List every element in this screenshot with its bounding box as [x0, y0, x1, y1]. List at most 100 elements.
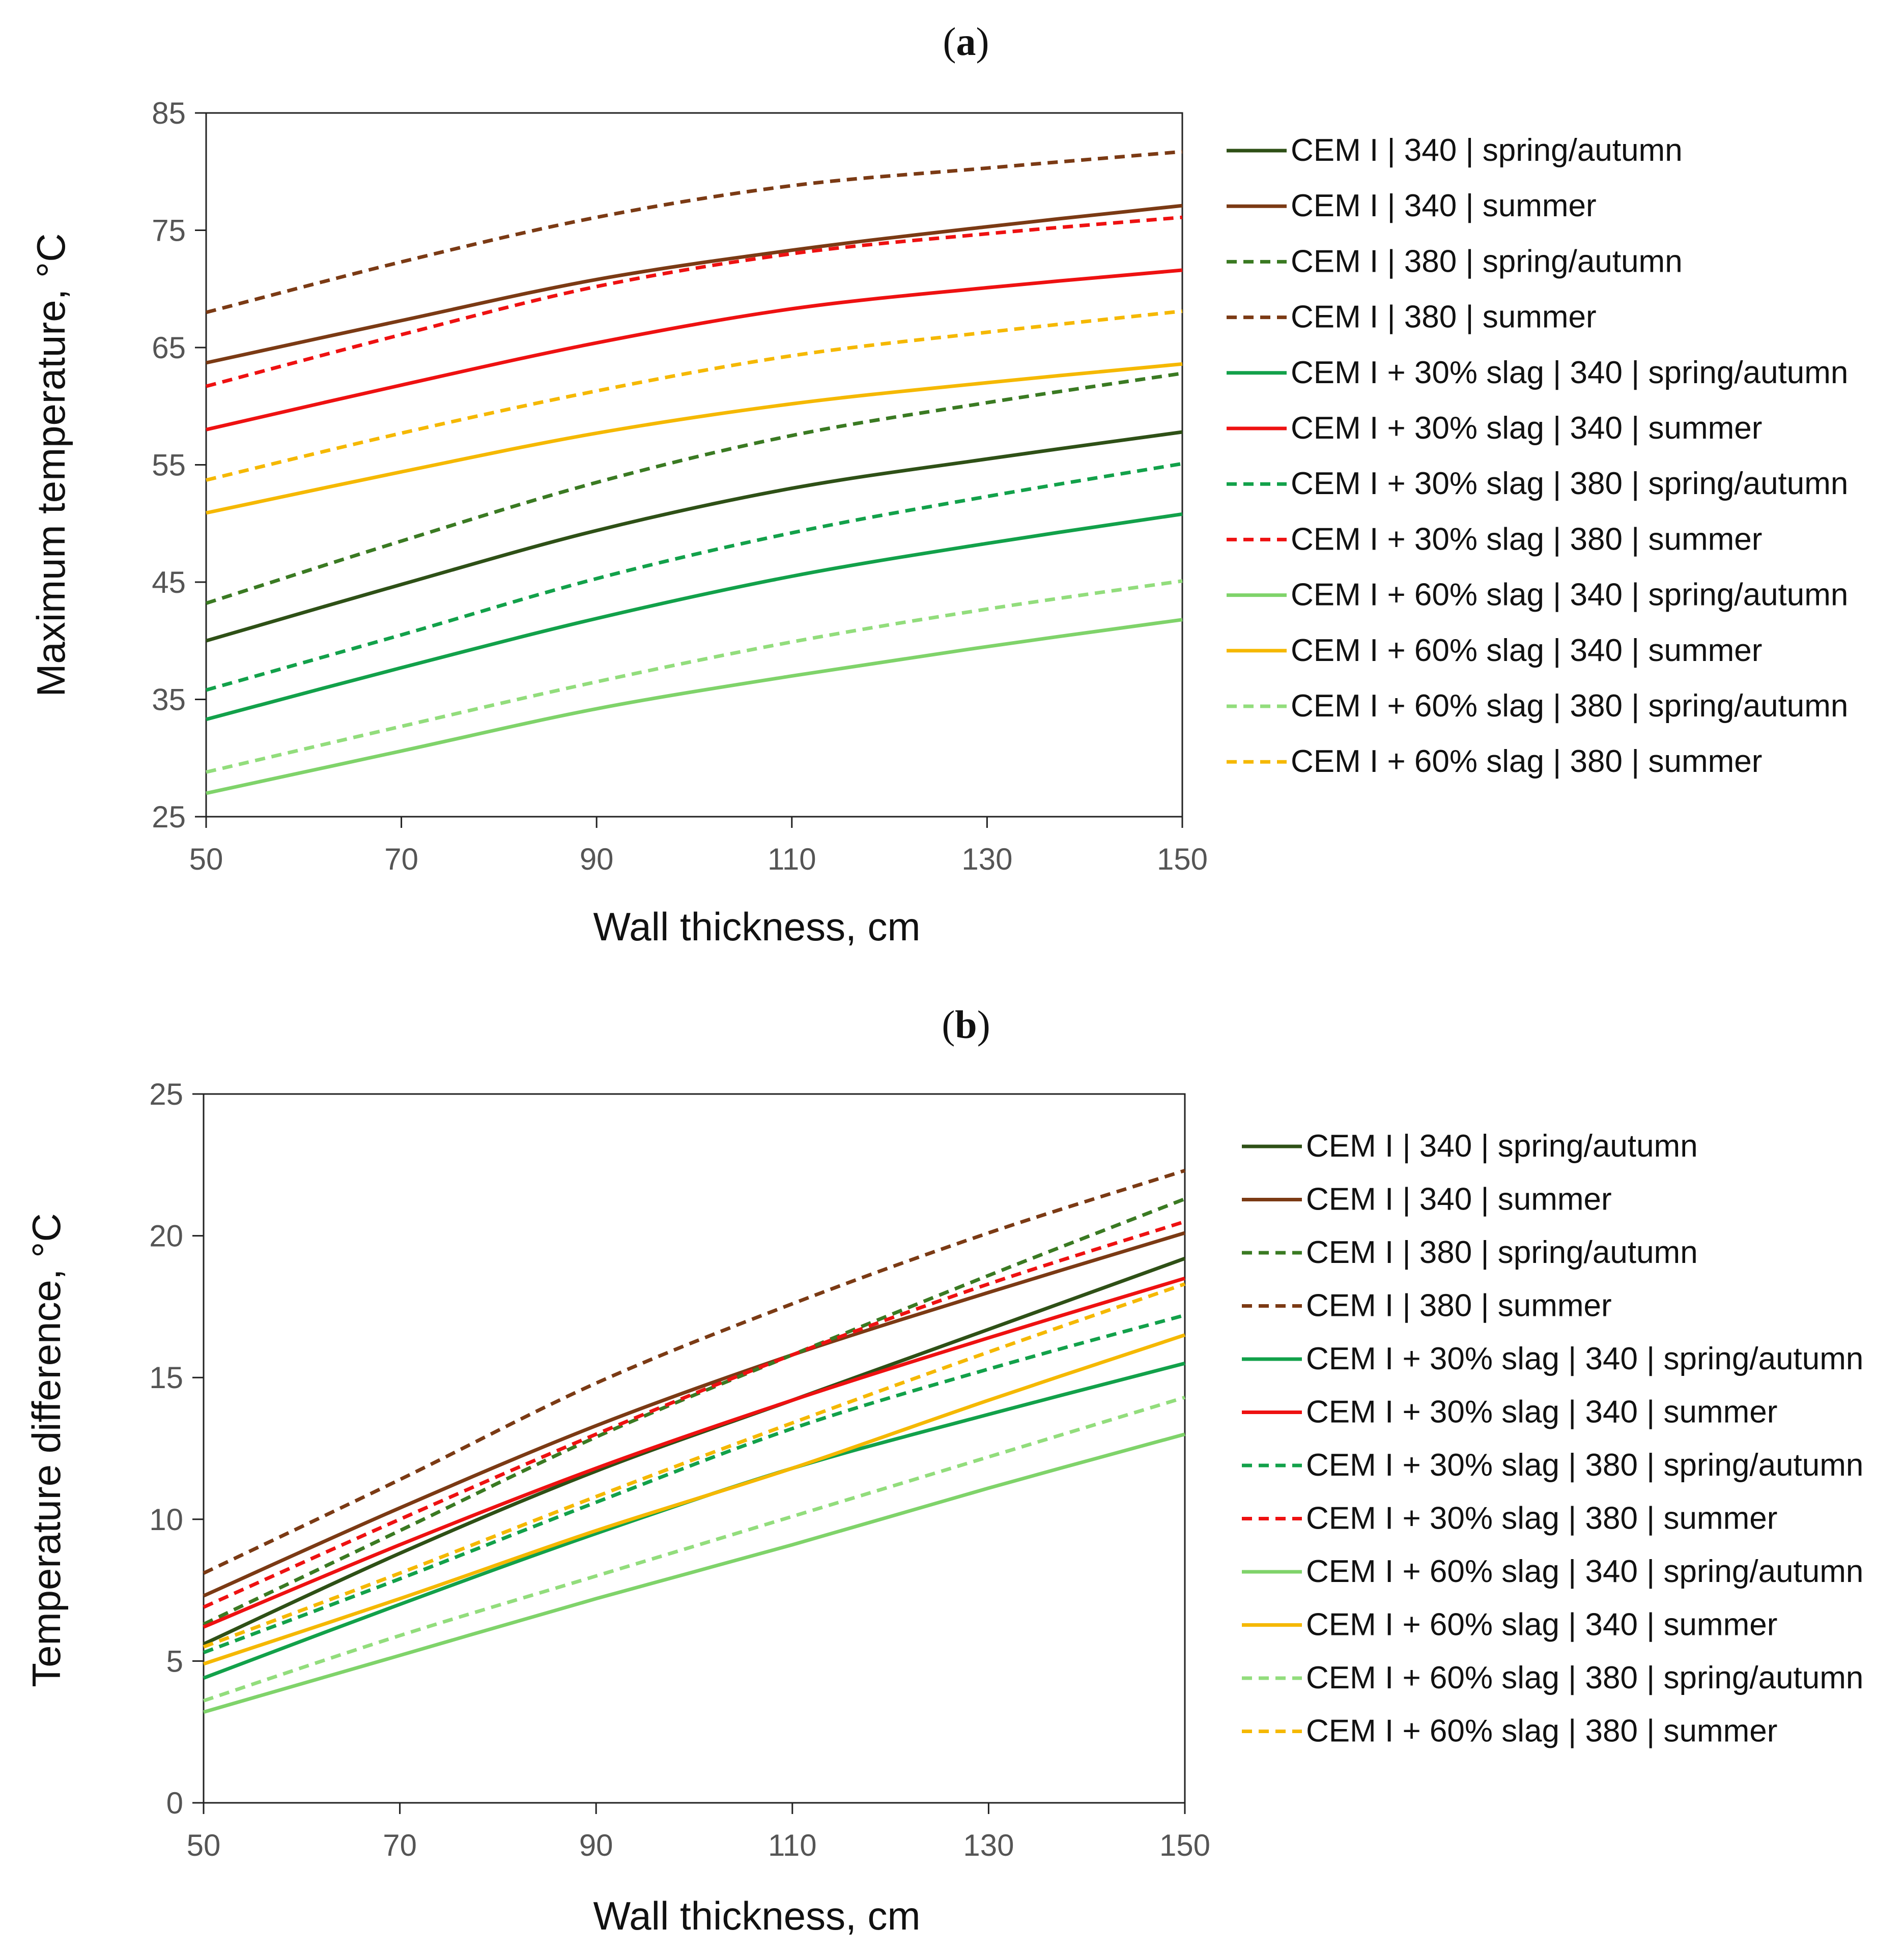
chart-b-series-line-12: [203, 1282, 1186, 1649]
chart-a-x-tick-label: 130: [961, 842, 1012, 876]
chart-a-legend-label: CEM I + 60% slag | 380 | spring/autumn: [1291, 688, 1848, 724]
chart-b-series-line-3: [203, 1197, 1186, 1626]
chart-a-legend-label: CEM I + 60% slag | 380 | summer: [1291, 744, 1762, 779]
chart-a-y-axis-title: Maximum temperature, °C: [29, 233, 73, 697]
chart-a-x-tick-label: 70: [384, 842, 418, 876]
chart-a-series-line-8: [206, 215, 1183, 388]
chart-b-legend-label: CEM I + 30% slag | 340 | spring/autumn: [1306, 1341, 1863, 1376]
chart-b-legend-label: CEM I + 60% slag | 340 | summer: [1306, 1607, 1777, 1643]
chart-b-y-tick-label: 5: [166, 1644, 183, 1678]
chart-a-legend-item: CEM I + 60% slag | 340 | spring/autumn: [1227, 578, 1848, 613]
chart-b-legend-item: CEM I + 30% slag | 380 | summer: [1242, 1501, 1777, 1536]
chart-a-series-line-5: [206, 512, 1183, 722]
chart-b-legend-item: CEM I + 30% slag | 380 | spring/autumn: [1242, 1448, 1863, 1483]
chart-b-y-axis-title: Temperature difference, °C: [24, 1213, 69, 1687]
chart-a-y-tick-label: 45: [152, 565, 186, 599]
chart-b-legend-label: CEM I | 380 | summer: [1306, 1288, 1612, 1323]
chart-b-x-tick-label: 110: [768, 1828, 817, 1862]
chart-a-y-tick-label: 35: [152, 683, 186, 717]
chart-b-x-tick-label: 90: [579, 1828, 613, 1862]
chart-b-y-tick-label: 15: [149, 1361, 183, 1395]
chart-b-y-axis: 0 5 10 15 20 25: [149, 1077, 204, 1820]
chart-b-legend: CEM I | 340 | spring/autumn CEM I | 340 |…: [1242, 1129, 1863, 1749]
chart-b-panel-letter: b: [955, 1002, 977, 1047]
chart-a-legend-item: CEM I + 30% slag | 340 | summer: [1227, 411, 1762, 446]
chart-a-series-line-11: [206, 579, 1183, 774]
chart-b-x-tick-label: 50: [187, 1828, 221, 1862]
chart-a-legend-item: CEM I + 30% slag | 380 | spring/autumn: [1227, 466, 1848, 501]
chart-b-legend-label: CEM I | 340 | summer: [1306, 1182, 1612, 1217]
chart-b-panel-label: (b): [942, 1002, 990, 1047]
chart-b-series-line-8: [203, 1220, 1186, 1609]
chart-a-legend-label: CEM I | 340 | summer: [1291, 188, 1597, 223]
chart-b-y-tick-label: 10: [149, 1503, 183, 1537]
chart-a-x-tick-label: 50: [189, 842, 223, 876]
chart-b-legend-item: CEM I | 380 | summer: [1242, 1288, 1612, 1323]
chart-b-series-line-7: [203, 1313, 1185, 1654]
chart-b-legend-item: CEM I | 340 | summer: [1242, 1182, 1612, 1217]
chart-a-series-line-6: [206, 268, 1183, 431]
chart-a: (a) 25 35 45 55 65 75 85 50 70 90 110 130 150 Wall …: [29, 19, 1848, 949]
chart-b-x-axis: 50 70 90 110 130 150: [187, 1803, 1210, 1862]
chart-a-legend-label: CEM I | 380 | summer: [1291, 300, 1597, 335]
chart-b-series-line-10: [203, 1333, 1186, 1666]
chart-b-legend-label: CEM I + 30% slag | 380 | spring/autumn: [1306, 1448, 1863, 1483]
chart-a-series-line-7: [206, 462, 1183, 692]
chart-a-legend-label: CEM I + 30% slag | 340 | summer: [1291, 411, 1762, 446]
chart-a-legend-label: CEM I + 30% slag | 380 | spring/autumn: [1291, 466, 1848, 501]
chart-a-legend-item: CEM I | 380 | spring/autumn: [1227, 244, 1683, 279]
chart-a-legend-label: CEM I + 30% slag | 340 | spring/autumn: [1291, 355, 1848, 390]
chart-b-legend-label: CEM I + 30% slag | 380 | summer: [1306, 1501, 1777, 1536]
chart-b-legend-label: CEM I + 60% slag | 380 | spring/autumn: [1306, 1660, 1863, 1695]
chart-b-legend-item: CEM I + 60% slag | 340 | summer: [1242, 1607, 1777, 1643]
chart-a-legend: CEM I | 340 | spring/autumn CEM I | 340 |…: [1227, 133, 1848, 779]
chart-b-legend-label: CEM I + 60% slag | 380 | summer: [1306, 1714, 1777, 1749]
chart-a-series-lines: [205, 150, 1183, 795]
chart-a-legend-label: CEM I + 60% slag | 340 | summer: [1291, 633, 1762, 668]
chart-a-series-line-1: [206, 430, 1183, 643]
chart-a-x-axis-title: Wall thickness, cm: [593, 904, 921, 949]
chart-b-series-lines: [203, 1169, 1186, 1714]
chart-a-y-tick-label: 75: [152, 214, 186, 248]
chart-a-legend-item: CEM I + 60% slag | 380 | summer: [1227, 744, 1762, 779]
chart-a-y-tick-label: 25: [152, 800, 186, 834]
chart-a-x-tick-label: 110: [768, 842, 816, 876]
chart-b-legend-item: CEM I + 60% slag | 380 | summer: [1242, 1714, 1777, 1749]
chart-a-legend-item: CEM I + 30% slag | 340 | spring/autumn: [1227, 355, 1848, 390]
chart-a-legend-item: CEM I | 340 | spring/autumn: [1227, 133, 1683, 168]
chart-b-legend-label: CEM I + 60% slag | 340 | spring/autumn: [1306, 1554, 1863, 1589]
chart-b-legend-item: CEM I + 30% slag | 340 | summer: [1242, 1395, 1777, 1430]
chart-a-y-tick-label: 55: [152, 448, 186, 482]
chart-a-series-line-12: [206, 309, 1183, 482]
chart-b-y-tick-label: 20: [149, 1219, 183, 1253]
chart-a-x-tick-label: 90: [580, 842, 614, 876]
chart-b-legend-label: CEM I | 380 | spring/autumn: [1306, 1235, 1698, 1270]
chart-b-legend-item: CEM I + 60% slag | 340 | spring/autumn: [1242, 1554, 1863, 1589]
chart-a-legend-label: CEM I | 380 | spring/autumn: [1291, 244, 1683, 279]
chart-b-y-tick-label: 25: [149, 1077, 183, 1111]
chart-b-x-tick-label: 150: [1159, 1828, 1210, 1862]
chart-a-y-tick-label: 85: [152, 96, 186, 130]
chart-b-series-line-11: [203, 1395, 1186, 1703]
chart-a-series-line-3: [205, 371, 1183, 605]
chart-a-panel-letter: a: [956, 19, 976, 64]
chart-b: (b) 0 5 10 15 20 25 50 70 90 110 130 150 Wall thic…: [24, 1002, 1863, 1938]
chart-a-legend-item: CEM I | 340 | summer: [1227, 188, 1597, 223]
chart-a-series-line-10: [206, 362, 1183, 515]
chart-a-series-line-4: [206, 150, 1183, 314]
chart-b-plot-area: [203, 1093, 1186, 1804]
chart-a-legend-label: CEM I + 60% slag | 340 | spring/autumn: [1291, 578, 1848, 613]
chart-a-x-axis: 50 70 90 110 130 150: [189, 817, 1208, 876]
chart-b-series-line-4: [203, 1169, 1186, 1575]
chart-a-series-line-2: [206, 204, 1183, 365]
chart-b-legend-item: CEM I | 340 | spring/autumn: [1242, 1129, 1698, 1164]
chart-b-series-line-6: [203, 1276, 1186, 1629]
chart-b-legend-item: CEM I + 60% slag | 380 | spring/autumn: [1242, 1660, 1863, 1695]
chart-b-legend-label: CEM I | 340 | spring/autumn: [1306, 1129, 1698, 1164]
chart-b-x-tick-label: 130: [963, 1828, 1014, 1862]
chart-a-legend-item: CEM I + 30% slag | 380 | summer: [1227, 522, 1762, 557]
chart-b-legend-item: CEM I + 30% slag | 340 | spring/autumn: [1242, 1341, 1863, 1376]
chart-b-legend-item: CEM I | 380 | spring/autumn: [1242, 1235, 1698, 1270]
